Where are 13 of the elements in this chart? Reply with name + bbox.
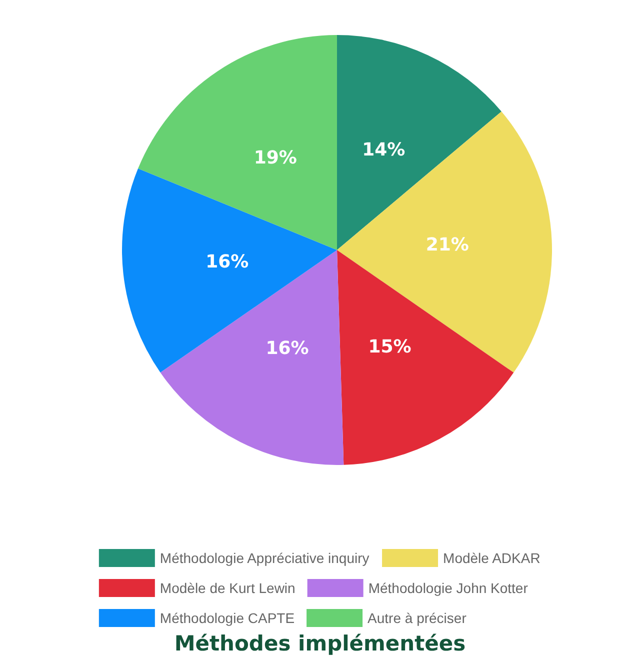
legend-label: Méthodologie CAPTE: [160, 610, 295, 626]
data-label: 21%: [426, 234, 469, 256]
legend-label: Autre à préciser: [368, 610, 467, 626]
legend-label: Modèle de Kurt Lewin: [160, 580, 296, 596]
data-label: 19%: [254, 148, 297, 169]
data-label: 16%: [206, 252, 249, 273]
legend-label: Modèle ADKAR: [443, 550, 540, 566]
text: Méthodes implémentées: [174, 632, 466, 656]
legend-label: Méthodologie Appréciative inquiry: [160, 550, 370, 566]
data-label: 16%: [266, 338, 309, 360]
data-label: 14%: [362, 139, 406, 160]
legend-label: Méthodologie John Kotter: [368, 580, 528, 596]
data-label: 15%: [368, 336, 412, 358]
